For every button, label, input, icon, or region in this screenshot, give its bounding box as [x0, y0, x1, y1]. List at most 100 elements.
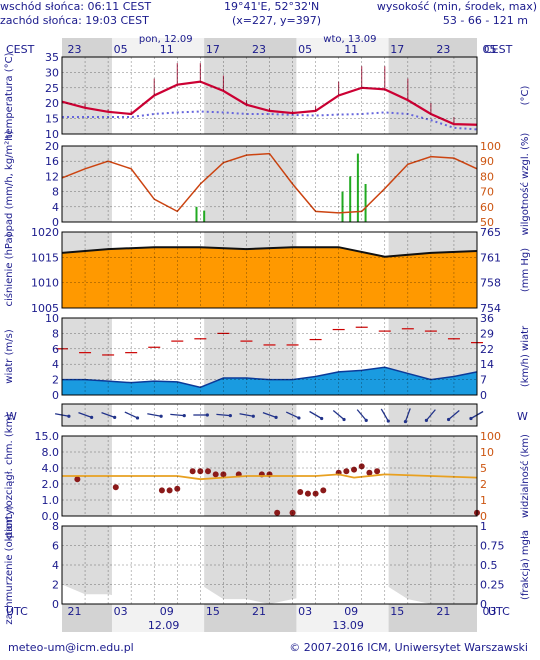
panel-night-0-1 — [204, 57, 297, 134]
cloud-base-point — [297, 489, 304, 495]
tick-label-right: 90 — [480, 155, 494, 168]
panel-night-1-2 — [388, 146, 477, 222]
cloud-base-point — [351, 466, 358, 473]
cloud-base-point — [112, 484, 119, 491]
wind-direction-arrow — [262, 411, 277, 419]
tick-label-right: 0.25 — [480, 579, 505, 592]
tick-label-left: 25 — [45, 82, 59, 95]
precip-bar — [195, 206, 198, 222]
bottom-hour-label: 15 — [390, 605, 404, 618]
ylabel-left: ciśnienie (hPa) — [3, 233, 15, 306]
wind-direction-arrow — [101, 411, 115, 419]
cloud-base-point — [74, 476, 81, 483]
contact-email[interactable]: meteo-um@icm.edu.pl — [8, 641, 134, 654]
ylabel-left: zachmurzenie (oktanty) — [4, 505, 15, 624]
ylabel-right: wilgotność wzgl. (%) — [519, 133, 531, 236]
ylabel-left: wiatr (m/s) — [4, 329, 15, 384]
cloud-base-point — [343, 468, 350, 475]
sunrise-text: wschód słońca: 06:11 CEST — [0, 0, 152, 13]
wind-direction-arrow — [425, 409, 436, 421]
ylabel-left: opad (mm/h, kg/m²h) — [4, 130, 15, 237]
tick-label-left: 4.0 — [42, 462, 60, 475]
wind-direction-head — [159, 414, 163, 418]
panel-night-4-0 — [62, 404, 112, 426]
tick-label-right: 10 — [480, 446, 494, 459]
compass-label-w: W — [6, 410, 17, 423]
elevation-title: wysokość (min, środek, max) — [376, 0, 537, 13]
wind-direction-arrow — [124, 411, 138, 419]
tick-label-right: 0.5 — [480, 559, 498, 572]
wind-direction-arrow — [216, 413, 231, 417]
cloud-base-point — [212, 471, 219, 478]
top-hour-label: 05 — [114, 43, 128, 56]
wind-direction-arrow — [309, 410, 322, 420]
tick-label-left: 6 — [52, 540, 59, 553]
day1-bottom-label: 12.09 — [148, 619, 180, 632]
day2-top-label: wto, 13.09 — [323, 34, 376, 45]
precip-bar — [349, 176, 352, 222]
top-timezone: CEST — [6, 43, 35, 56]
wind-direction-arrow — [448, 410, 460, 420]
panel-night-4-2 — [388, 404, 477, 426]
tick-label-left: 1015 — [31, 251, 59, 264]
tick-label-left: 10 — [45, 128, 59, 141]
tick-label-right: 7 — [480, 374, 487, 387]
cloud-base-point — [366, 469, 373, 476]
wind-direction-head — [67, 414, 71, 418]
bottom-hour-label: 15 — [206, 605, 220, 618]
bottom-hour-label: 03 — [114, 605, 128, 618]
precip-bar — [356, 153, 359, 222]
panel-night-4-1 — [204, 404, 297, 426]
ylabel-right: (frakcja) mgła — [520, 530, 531, 600]
tick-label-right: 70 — [480, 186, 494, 199]
tick-label-left: 0 — [52, 216, 59, 229]
humidity-line — [61, 152, 478, 214]
wind-direction-head — [342, 417, 346, 422]
panel-night-1-1 — [204, 146, 297, 222]
tick-label-right: 29 — [480, 327, 494, 340]
wind-direction-head — [320, 416, 324, 421]
tick-label-left: 4 — [52, 358, 59, 371]
tick-label-right: 14 — [480, 358, 494, 371]
wind-direction-arrow — [147, 413, 162, 417]
panel-night-0-2 — [388, 57, 477, 134]
bottom-timezone-right: UTC — [488, 605, 510, 618]
wind-direction-head — [364, 418, 368, 422]
cloud-base-point — [158, 487, 165, 494]
tick-label-right: 0 — [480, 598, 487, 611]
wind-direction-arrow — [332, 410, 345, 420]
compass-label-w-right: W — [517, 410, 528, 423]
wind-direction-head — [274, 415, 278, 419]
cloud-base-point — [274, 509, 281, 516]
tick-label-right: 80 — [480, 170, 494, 183]
tick-label-left: 1.0 — [42, 494, 60, 507]
tick-label-left: 15 — [45, 113, 59, 126]
ylabel-right: (mm Hg) — [520, 248, 531, 292]
tick-label-left: 20 — [45, 97, 59, 110]
bottom-hour-label: 03 — [483, 605, 497, 618]
tick-label-right: 2 — [480, 478, 487, 491]
top-hour-label: 23 — [252, 43, 266, 56]
top-hour-label: 11 — [344, 43, 358, 56]
bottom-hour-label: 21 — [436, 605, 450, 618]
wind-direction-arrow — [239, 413, 254, 417]
night-band-bottom-1 — [204, 604, 297, 632]
tick-label-left: 0.0 — [42, 510, 60, 523]
ylabel-left: pion. rozciągł. chm. (km) — [4, 414, 15, 539]
tick-label-right: 22 — [480, 343, 494, 356]
tick-label-right: 761 — [480, 251, 501, 264]
elevation-values: 53 - 66 - 121 m — [442, 14, 528, 27]
panel-frame-1 — [61, 145, 478, 223]
tick-label-left: 2 — [52, 374, 59, 387]
night-band-top-0 — [62, 38, 112, 57]
day2-bottom-label: 13.09 — [332, 619, 364, 632]
ylabel-right: (km/h) wiatr — [520, 325, 531, 387]
tick-label-left: 8 — [52, 327, 59, 340]
panel-frame-3 — [61, 317, 478, 396]
tick-label-right: 5 — [480, 462, 487, 475]
precip-bar — [364, 184, 367, 222]
panel-frame-4 — [61, 403, 478, 427]
wind-direction-head — [469, 416, 473, 421]
tick-label-right: 100 — [480, 140, 501, 153]
tick-label-right: 60 — [480, 201, 494, 214]
